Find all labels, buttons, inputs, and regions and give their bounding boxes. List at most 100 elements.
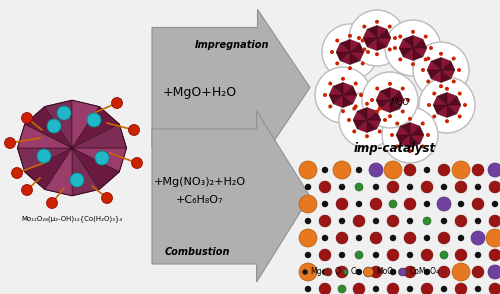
Circle shape (356, 235, 362, 241)
Polygon shape (152, 111, 310, 282)
Circle shape (355, 183, 363, 191)
Circle shape (373, 286, 379, 292)
Circle shape (322, 167, 328, 173)
Circle shape (421, 283, 433, 294)
Circle shape (370, 266, 382, 278)
Circle shape (424, 235, 430, 241)
Circle shape (419, 77, 475, 133)
Polygon shape (377, 38, 391, 47)
Circle shape (458, 201, 464, 207)
Polygon shape (380, 100, 390, 113)
Polygon shape (413, 35, 423, 48)
Circle shape (411, 62, 415, 66)
Polygon shape (447, 92, 457, 105)
Circle shape (299, 195, 317, 213)
Polygon shape (24, 148, 72, 189)
Circle shape (322, 269, 328, 275)
Circle shape (438, 164, 450, 176)
Text: MoO₃: MoO₃ (376, 268, 397, 276)
Circle shape (375, 20, 379, 24)
Circle shape (407, 184, 413, 190)
Polygon shape (18, 148, 72, 172)
Circle shape (357, 36, 361, 40)
Circle shape (452, 56, 456, 61)
Circle shape (336, 198, 348, 210)
Polygon shape (367, 38, 377, 51)
Polygon shape (343, 95, 357, 104)
Circle shape (389, 200, 397, 208)
Circle shape (365, 102, 369, 106)
Circle shape (365, 134, 369, 138)
Circle shape (441, 184, 447, 190)
Text: imp-catalyst: imp-catalyst (354, 142, 436, 155)
Circle shape (359, 93, 363, 97)
Circle shape (22, 113, 32, 123)
Circle shape (12, 168, 22, 178)
Circle shape (432, 114, 436, 118)
Polygon shape (336, 43, 350, 52)
Circle shape (452, 79, 456, 83)
Circle shape (95, 151, 109, 165)
Circle shape (427, 103, 431, 107)
Polygon shape (380, 87, 390, 100)
Polygon shape (367, 107, 377, 120)
Circle shape (102, 193, 112, 203)
Circle shape (407, 286, 413, 292)
Circle shape (457, 68, 461, 72)
Circle shape (426, 79, 430, 83)
Polygon shape (413, 39, 427, 48)
Circle shape (319, 181, 331, 193)
Circle shape (407, 218, 413, 224)
Text: Mg: Mg (310, 268, 322, 276)
Circle shape (393, 36, 397, 40)
Polygon shape (410, 126, 424, 135)
Circle shape (489, 181, 500, 193)
Polygon shape (377, 38, 387, 51)
Polygon shape (431, 57, 441, 70)
Circle shape (305, 286, 311, 292)
Polygon shape (396, 135, 410, 144)
Circle shape (387, 249, 399, 261)
Circle shape (360, 61, 364, 66)
Circle shape (452, 263, 470, 281)
Circle shape (398, 268, 406, 276)
Circle shape (355, 251, 363, 259)
Circle shape (388, 47, 392, 51)
Circle shape (333, 161, 351, 179)
Polygon shape (441, 70, 451, 83)
Polygon shape (400, 135, 410, 148)
Polygon shape (410, 135, 424, 144)
Circle shape (455, 215, 467, 227)
Circle shape (370, 198, 382, 210)
Circle shape (375, 52, 379, 56)
Polygon shape (340, 39, 350, 52)
Circle shape (388, 24, 392, 29)
Polygon shape (44, 100, 72, 148)
Polygon shape (437, 92, 447, 105)
Circle shape (489, 249, 500, 261)
Circle shape (328, 81, 332, 86)
Circle shape (373, 184, 379, 190)
Circle shape (424, 34, 428, 39)
Circle shape (441, 286, 447, 292)
Circle shape (347, 118, 351, 122)
Polygon shape (403, 35, 413, 48)
Text: CoMoO₄: CoMoO₄ (410, 268, 440, 276)
Polygon shape (24, 106, 72, 148)
Polygon shape (376, 91, 390, 100)
Circle shape (411, 30, 415, 34)
Circle shape (4, 138, 16, 148)
Circle shape (438, 266, 450, 278)
Circle shape (373, 218, 379, 224)
Circle shape (322, 24, 378, 80)
Circle shape (336, 39, 340, 43)
Text: MgO: MgO (390, 98, 409, 106)
Circle shape (319, 283, 331, 294)
Circle shape (352, 129, 356, 133)
Circle shape (376, 86, 380, 91)
Circle shape (348, 34, 352, 38)
Circle shape (112, 98, 122, 108)
Circle shape (413, 42, 469, 98)
Polygon shape (376, 100, 390, 109)
Circle shape (429, 46, 433, 50)
